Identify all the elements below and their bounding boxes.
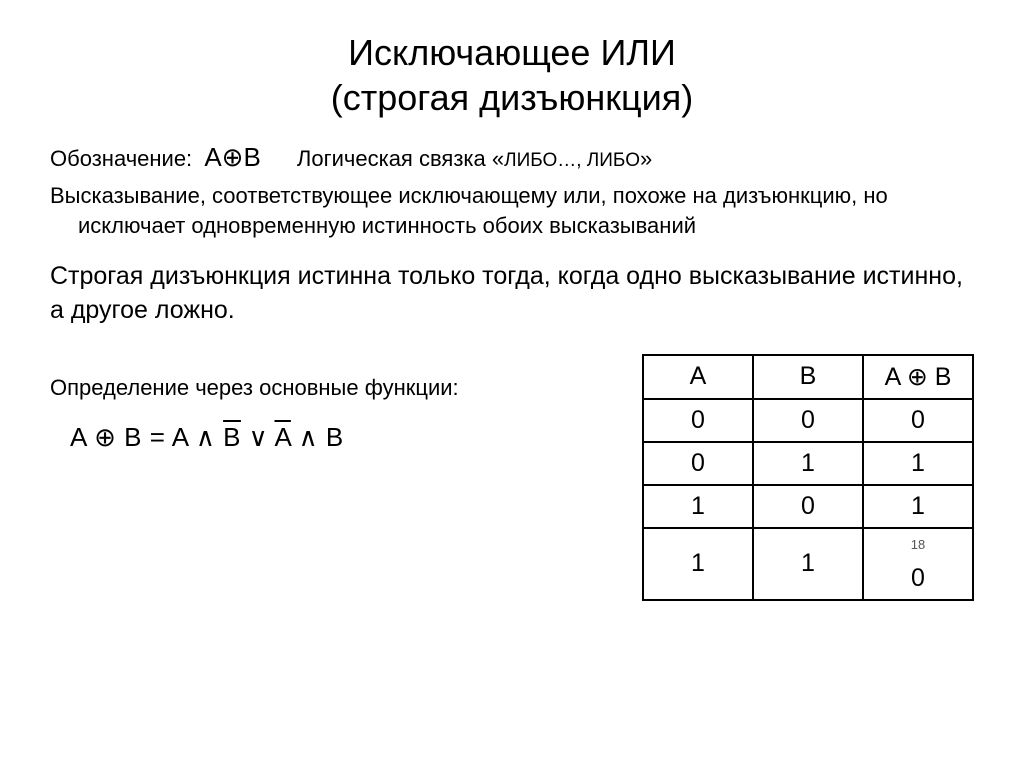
- cell-value: 0: [911, 564, 925, 592]
- cell: 0: [863, 399, 973, 442]
- formula-lhs: A ⊕ B =: [70, 422, 172, 452]
- formula-notA: A: [274, 422, 290, 452]
- cell: 1: [863, 442, 973, 485]
- table-row: 0 1 1: [643, 442, 973, 485]
- table-row: 1 0 1: [643, 485, 973, 528]
- connective-suffix: »: [640, 146, 652, 171]
- title-line-2: (строгая дизъюнкция): [331, 77, 694, 118]
- formula-block: Определение через основные функции: A ⊕ …: [50, 354, 602, 454]
- connective-text: Логическая связка «ЛИБО…, ЛИБО»: [297, 146, 652, 172]
- table-row: 0 0 0: [643, 399, 973, 442]
- cell: 0: [643, 399, 753, 442]
- notation-label: Обозначение:: [50, 146, 192, 172]
- formula-t1: A ∧: [172, 422, 223, 452]
- cell: 1: [643, 485, 753, 528]
- cell: 1: [863, 485, 973, 528]
- formula-t5: ∧ B: [291, 422, 344, 452]
- cell: 18 0: [863, 528, 973, 600]
- col-xor: A ⊕ B: [863, 355, 973, 399]
- title-line-1: Исключающее ИЛИ: [348, 32, 676, 73]
- cell: 0: [753, 485, 863, 528]
- lower-section: Определение через основные функции: A ⊕ …: [50, 354, 974, 601]
- rule-paragraph: Строгая дизъюнкция истинна только тогда,…: [50, 260, 974, 328]
- cell: 1: [753, 442, 863, 485]
- formula-or: ∨: [241, 422, 275, 452]
- definition-paragraph: Высказывание, соответствующее исключающе…: [50, 181, 974, 240]
- page-title: Исключающее ИЛИ (строгая дизъюнкция): [50, 30, 974, 120]
- table-header-row: A B A ⊕ B: [643, 355, 973, 399]
- truth-table: A B A ⊕ B 0 0 0 0 1 1 1 0 1 1 1 18 0: [642, 354, 974, 601]
- connective-caps: ЛИБО…, ЛИБО: [504, 150, 640, 171]
- notation-expression: A⊕B: [204, 142, 260, 173]
- cell: 0: [643, 442, 753, 485]
- cell: 1: [643, 528, 753, 600]
- col-B: B: [753, 355, 863, 399]
- table-row: 1 1 18 0: [643, 528, 973, 600]
- cell: 0: [753, 399, 863, 442]
- cell: 1: [753, 528, 863, 600]
- notation-line: Обозначение: A⊕B Логическая связка «ЛИБО…: [50, 142, 974, 173]
- formula-notB: B: [223, 422, 241, 452]
- connective-prefix: Логическая связка «: [297, 146, 504, 171]
- col-A: A: [643, 355, 753, 399]
- def-func-label: Определение через основные функции:: [50, 374, 602, 403]
- formula: A ⊕ B = A ∧ B ∨ A ∧ B: [70, 422, 602, 453]
- slide-number: 18: [911, 537, 925, 552]
